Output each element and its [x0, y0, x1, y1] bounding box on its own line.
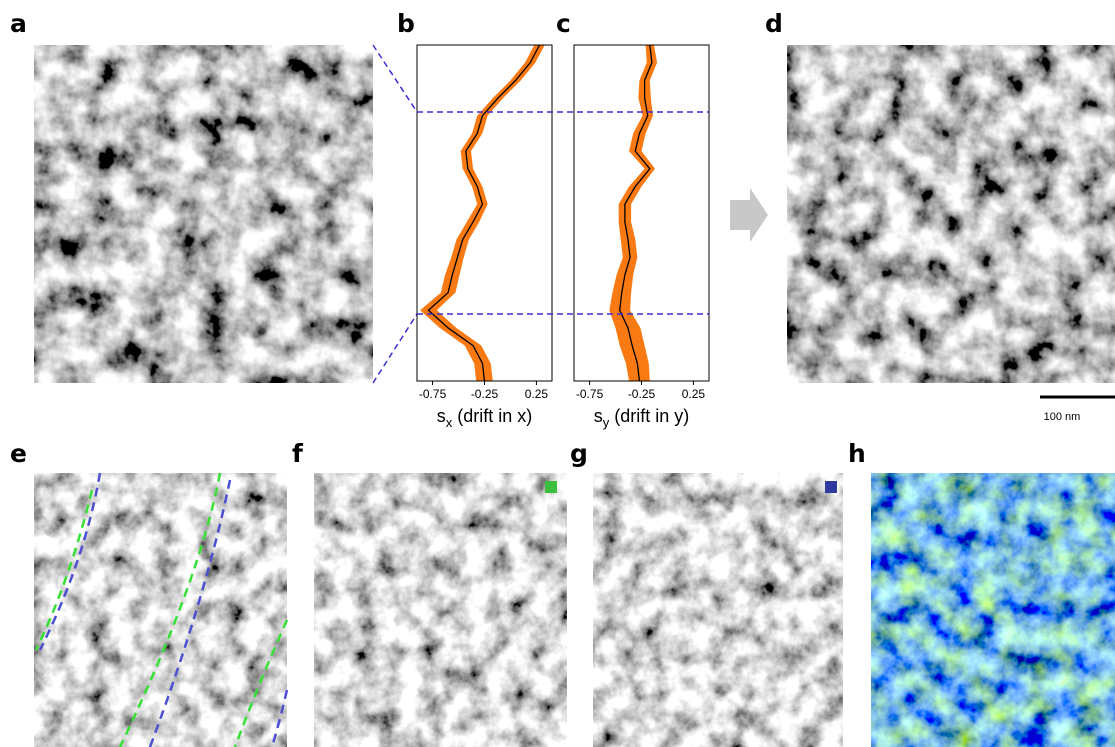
x-axis-label: sx (drift in x)	[437, 406, 533, 430]
plot-frame	[417, 45, 552, 381]
x-tick-label: -0.25	[471, 387, 499, 401]
panel-label: d	[765, 9, 783, 38]
figure: 100 nm -0.75-0.250.25sx(drift in x)-0.75…	[0, 0, 1115, 747]
x-tick-label: 0.25	[525, 387, 549, 401]
channel-marker-blue	[825, 481, 837, 493]
guide-lines	[417, 112, 709, 314]
micrograph-a	[34, 45, 373, 383]
micrograph-g	[593, 473, 843, 747]
scale-bar-label: 100 nm	[1044, 411, 1081, 423]
axis-symbol: s	[594, 406, 603, 426]
panel-label: g	[570, 439, 588, 468]
axis-text: (drift in y)	[614, 406, 689, 426]
axis-text: (drift in x)	[457, 406, 532, 426]
error-band	[609, 45, 657, 381]
axis-subscript: x	[446, 415, 453, 430]
micrograph-f	[314, 473, 567, 747]
panel-label: a	[10, 9, 27, 38]
micrograph-d	[787, 45, 1115, 383]
axis-symbol: s	[437, 406, 446, 426]
micrograph-e	[34, 473, 287, 747]
x-axis-label: sy (drift in y)	[594, 406, 690, 430]
x-tick-label: -0.25	[628, 387, 656, 401]
panel-label: c	[556, 9, 571, 38]
panel-label: e	[10, 439, 27, 468]
x-tick-label: -0.75	[576, 387, 604, 401]
panel-label: f	[292, 439, 304, 468]
arrow	[730, 188, 768, 242]
micrograph-h	[871, 473, 1115, 747]
x-tick-label: -0.75	[419, 387, 447, 401]
connectors	[373, 45, 417, 383]
panel-label: b	[397, 9, 415, 38]
x-tick-label: 0.25	[682, 387, 706, 401]
channel-marker-green	[545, 481, 557, 493]
error-band	[420, 45, 545, 381]
axis-subscript: y	[603, 415, 610, 430]
panel-label: h	[848, 439, 866, 468]
